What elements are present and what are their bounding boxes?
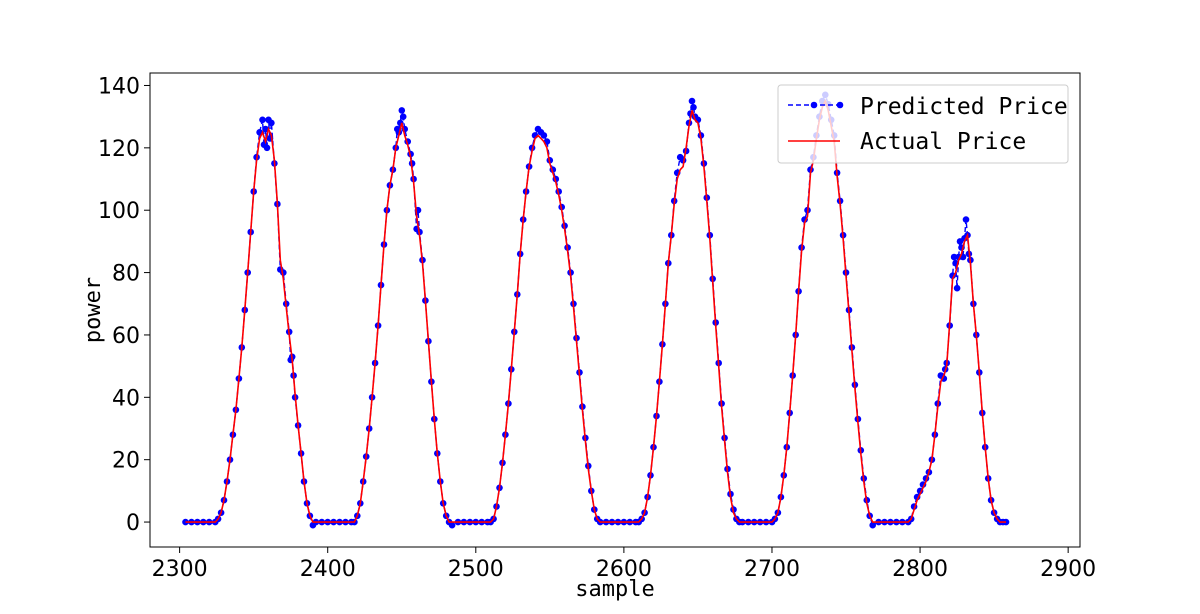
y-tick-label: 0 xyxy=(126,511,140,536)
plot-area-frame xyxy=(149,72,1081,548)
series-layer xyxy=(182,91,1010,529)
legend-label-actual: Actual Price xyxy=(860,129,1026,155)
x-tick-label: 2400 xyxy=(300,557,356,582)
legend-box xyxy=(777,84,1069,164)
x-axis: 2300 2400 2500 2600 2700 2800 2900 xyxy=(152,547,1096,582)
legend-label-predicted: Predicted Price xyxy=(860,94,1068,120)
series-line-actual xyxy=(185,98,1006,523)
x-axis-label: sample xyxy=(575,577,654,602)
data-point-predicted xyxy=(953,284,961,292)
x-tick-label: 2300 xyxy=(152,557,208,582)
data-point-predicted xyxy=(869,521,876,529)
x-tick-label: 2700 xyxy=(744,557,800,582)
x-tick-label: 2600 xyxy=(596,557,652,582)
data-point-predicted xyxy=(399,113,407,120)
data-point-predicted xyxy=(540,132,548,139)
y-tick-label: 120 xyxy=(98,137,140,162)
y-tick-label: 40 xyxy=(112,386,140,411)
x-tick-label: 2800 xyxy=(892,557,948,582)
y-tick-label: 140 xyxy=(98,74,140,99)
legend-predicted-marker xyxy=(836,101,844,109)
data-point-predicted xyxy=(263,144,271,152)
data-point-predicted xyxy=(690,104,697,111)
data-point-predicted xyxy=(448,521,456,529)
y-tick-label: 80 xyxy=(112,262,140,287)
data-point-predicted xyxy=(398,107,406,114)
x-tick-label: 2500 xyxy=(448,557,504,582)
data-point-predicted xyxy=(268,119,275,127)
legend-predicted-marker xyxy=(810,101,818,109)
series-markers-predicted xyxy=(182,91,1010,529)
data-point-predicted xyxy=(262,125,269,133)
y-axis: 0 20 40 60 80 100 120 140 xyxy=(98,74,150,536)
y-tick-label: 100 xyxy=(98,199,140,224)
data-point-predicted xyxy=(688,97,696,105)
data-point-predicted xyxy=(962,216,970,223)
y-tick-label: 60 xyxy=(112,324,140,349)
data-point-predicted xyxy=(259,116,266,124)
y-axis-label: power xyxy=(81,277,106,343)
x-tick-label: 2900 xyxy=(1040,557,1096,582)
y-tick-label: 20 xyxy=(112,449,140,474)
legend: Predicted Price Actual Price xyxy=(777,84,1069,164)
